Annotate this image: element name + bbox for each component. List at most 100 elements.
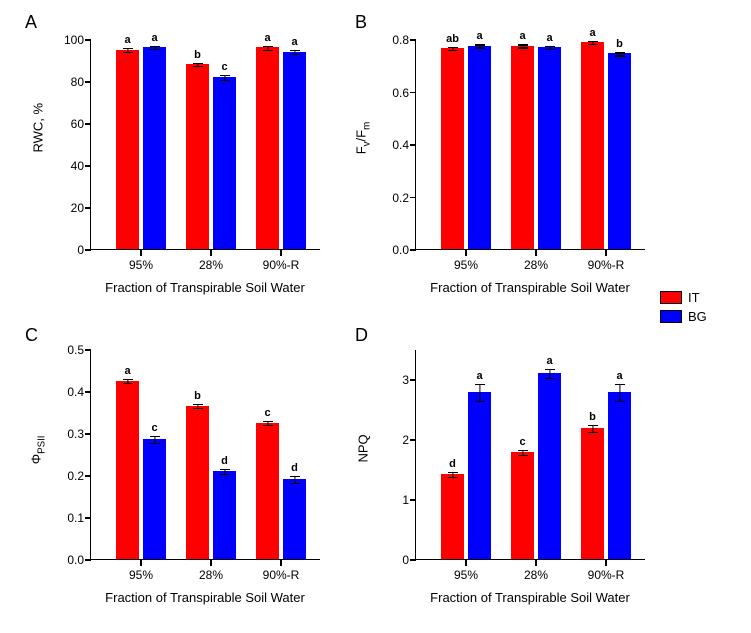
- bar-BG: [213, 471, 236, 559]
- plot-area-C: 0.00.10.20.30.40.595%ac28%bd90%-Rcd: [90, 350, 320, 560]
- bar-IT: [441, 48, 464, 249]
- xtick: [210, 560, 211, 566]
- bar-BG: [538, 47, 561, 249]
- bar-BG: [608, 53, 631, 249]
- bar-IT: [256, 47, 279, 249]
- figure: A02040608010095%aa28%bc90%-RaaRWC, %Frac…: [0, 0, 751, 633]
- bar-BG: [608, 392, 631, 559]
- bar-BG: [213, 77, 236, 249]
- errorbar: [448, 47, 458, 51]
- sig-label: b: [616, 38, 623, 50]
- xtick: [605, 250, 606, 256]
- ytick-label: 60: [46, 117, 84, 131]
- sig-label: c: [264, 407, 270, 419]
- ytick-label: 0: [46, 243, 84, 257]
- bar-IT: [116, 50, 139, 250]
- ytick: [85, 207, 91, 208]
- ytick-label: 0.0: [46, 553, 84, 567]
- bar-BG: [468, 392, 491, 559]
- ytick-label: 0.3: [46, 427, 84, 441]
- errorbar: [220, 469, 230, 475]
- xtick: [140, 560, 141, 566]
- bar-BG: [468, 46, 491, 249]
- errorbar: [220, 75, 230, 81]
- sig-label: a: [291, 36, 297, 48]
- panel-label-C: C: [25, 325, 38, 346]
- xtick: [280, 250, 281, 256]
- bar-IT: [511, 452, 534, 559]
- ytick: [410, 379, 416, 380]
- ytick: [85, 433, 91, 434]
- errorbar: [475, 384, 485, 402]
- legend-item: BG: [660, 309, 707, 324]
- bar-BG: [283, 52, 306, 249]
- sig-label: a: [616, 370, 622, 382]
- xtick: [465, 560, 466, 566]
- xtick-label: 28%: [508, 568, 564, 582]
- ytick-label: 0.2: [371, 191, 409, 205]
- ytick-label: 40: [46, 159, 84, 173]
- sig-label: c: [519, 436, 525, 448]
- plot-area-D: 012395%da28%ca90%-Rba: [415, 350, 645, 560]
- ytick: [85, 249, 91, 250]
- plot-area-A: 02040608010095%aa28%bc90%-Raa: [90, 40, 320, 250]
- ytick-label: 1: [371, 493, 409, 507]
- plot-area-B: 0.00.20.40.60.895%aba28%aa90%-Rab: [415, 40, 645, 250]
- errorbar: [290, 50, 300, 55]
- sig-label: d: [221, 455, 228, 467]
- xtick-label: 95%: [438, 258, 494, 272]
- errorbar: [615, 52, 625, 56]
- ytick-label: 0: [371, 553, 409, 567]
- ytick: [410, 39, 416, 40]
- ytick-label: 20: [46, 201, 84, 215]
- sig-label: a: [476, 30, 482, 42]
- errorbar: [518, 450, 528, 456]
- ylabel-B: Fv/Fm: [354, 134, 373, 154]
- ytick-label: 0.0: [371, 243, 409, 257]
- bar-IT: [581, 428, 604, 559]
- sig-label: a: [546, 355, 552, 367]
- errorbar: [545, 46, 555, 50]
- sig-label: a: [546, 32, 552, 44]
- xtick: [280, 560, 281, 566]
- ytick: [85, 123, 91, 124]
- ytick: [85, 559, 91, 560]
- ylabel-A: RWC, %: [31, 133, 46, 153]
- ylabel-C: ΦPSII: [29, 444, 48, 464]
- xlabel-B: Fraction of Transpirable Soil Water: [415, 280, 645, 295]
- ytick-label: 100: [46, 33, 84, 47]
- errorbar: [588, 425, 598, 433]
- ytick-label: 0.4: [46, 385, 84, 399]
- ytick-label: 80: [46, 75, 84, 89]
- panel-label-A: A: [25, 12, 37, 33]
- ytick: [85, 81, 91, 82]
- bar-IT: [511, 46, 534, 249]
- sig-label: a: [151, 32, 157, 44]
- errorbar: [615, 384, 625, 402]
- errorbar: [290, 476, 300, 484]
- sig-label: a: [476, 370, 482, 382]
- errorbar: [150, 436, 160, 444]
- bar-IT: [186, 406, 209, 559]
- ytick-label: 2: [371, 433, 409, 447]
- bar-BG: [283, 479, 306, 559]
- xtick-label: 95%: [438, 568, 494, 582]
- legend-text: BG: [688, 309, 707, 324]
- bar-IT: [581, 42, 604, 249]
- ytick: [85, 517, 91, 518]
- xtick-label: 90%-R: [578, 568, 634, 582]
- xlabel-A: Fraction of Transpirable Soil Water: [90, 280, 320, 295]
- ytick: [410, 559, 416, 560]
- xtick-label: 95%: [113, 258, 169, 272]
- ytick: [410, 144, 416, 145]
- ytick: [85, 165, 91, 166]
- panel-label-B: B: [355, 12, 367, 33]
- bar-IT: [256, 423, 279, 560]
- ytick-label: 0.4: [371, 138, 409, 152]
- xlabel-D: Fraction of Transpirable Soil Water: [415, 590, 645, 605]
- xtick-label: 28%: [183, 568, 239, 582]
- sig-label: a: [124, 34, 130, 46]
- sig-label: a: [264, 32, 270, 44]
- ytick: [410, 92, 416, 93]
- xtick: [210, 250, 211, 256]
